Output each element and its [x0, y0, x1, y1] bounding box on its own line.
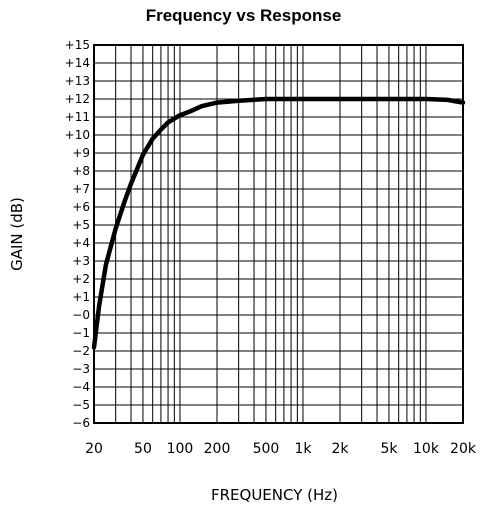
y-tick-label: −1: [72, 326, 90, 340]
x-tick-label: 2k: [331, 441, 349, 457]
y-tick-label: +10: [65, 128, 90, 142]
x-tick-label: 20: [85, 441, 103, 457]
response-curve: [91, 96, 466, 350]
plot-frame: [93, 44, 464, 424]
y-tick-label: +3: [72, 254, 90, 268]
y-tick-label: −5: [72, 398, 90, 412]
y-tick-label: −3: [72, 362, 90, 376]
x-tick-label: 100: [167, 441, 194, 457]
y-tick-label: +5: [72, 218, 90, 232]
x-tick-label: 10k: [413, 441, 440, 457]
x-tick-label: 1k: [294, 441, 312, 457]
y-tick-label: −4: [72, 380, 90, 394]
y-tick-label: −2: [72, 344, 90, 358]
y-tick-label: +8: [72, 164, 90, 178]
x-tick-label: 50: [134, 441, 152, 457]
y-tick-label: +12: [65, 92, 90, 106]
x-tick-label: 20k: [450, 441, 477, 457]
y-tick-label: −6: [72, 416, 90, 430]
y-tick-label: +7: [72, 182, 90, 196]
y-tick-label: +9: [72, 146, 90, 160]
x-axis-label: FREQUENCY (Hz): [211, 486, 338, 504]
y-axis-label: GAIN (dB): [8, 197, 26, 271]
y-tick-label: +13: [65, 74, 90, 88]
y-tick-label: +15: [65, 38, 90, 52]
chart-title: Frequency vs Response: [145, 6, 342, 25]
y-tick-label: −0: [72, 308, 90, 322]
y-tick-label: +11: [65, 110, 90, 124]
x-tick-label: 500: [253, 441, 280, 457]
y-tick-label: +1: [72, 290, 90, 304]
x-tick-label: 200: [204, 441, 231, 457]
y-tick-label: +2: [72, 272, 90, 286]
y-tick-label: +14: [65, 56, 90, 70]
y-tick-label: +6: [72, 200, 90, 214]
x-tick-label: 5k: [380, 441, 398, 457]
y-tick-label: +4: [72, 236, 90, 250]
